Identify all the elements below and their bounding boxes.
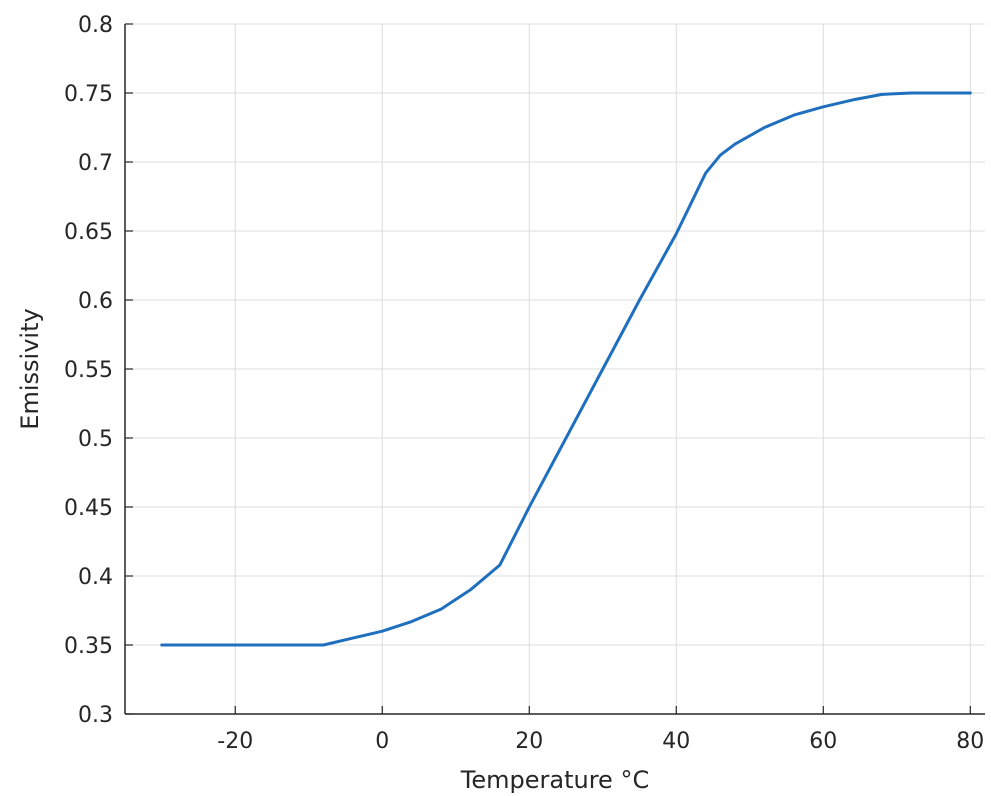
grid	[125, 23, 985, 715]
x-tick-label: 0	[375, 729, 389, 754]
y-tick-label: 0.5	[78, 427, 113, 452]
y-tick-label: 0.3	[78, 703, 113, 728]
y-tick-label: 0.4	[78, 565, 113, 590]
x-tick-label: -20	[217, 729, 253, 754]
y-tick-label: 0.45	[64, 496, 113, 521]
series-group	[160, 91, 972, 647]
y-tick-label: 0.65	[64, 220, 113, 245]
series-line	[160, 91, 972, 647]
ticks: -20 0 20 40 60 80 0.3 0.35 0.4 0.45 0.5 0.55 0.6 0.65…	[64, 13, 984, 754]
x-axis-label: Temperature °C	[460, 766, 649, 794]
y-tick-label: 0.6	[78, 289, 113, 314]
y-tick-label: 0.75	[64, 82, 113, 107]
y-tick-label: 0.7	[78, 151, 113, 176]
x-tick-label: 80	[956, 729, 984, 754]
y-tick-label: 0.55	[64, 358, 113, 383]
x-tick-label: 40	[662, 729, 690, 754]
x-tick-label: 20	[515, 729, 543, 754]
y-tick-label: 0.8	[78, 13, 113, 38]
y-tick-label: 0.35	[64, 634, 113, 659]
y-axis-label: Emissivity	[16, 308, 44, 429]
x-tick-label: 60	[809, 729, 837, 754]
